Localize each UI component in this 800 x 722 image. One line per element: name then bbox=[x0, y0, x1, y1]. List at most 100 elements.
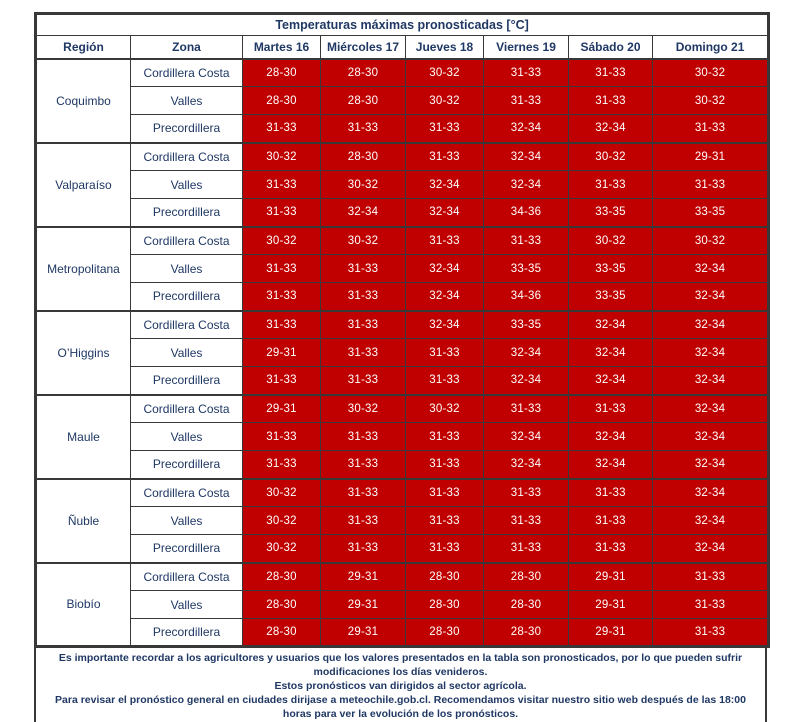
table-row: Precordillera 31-33 31-33 31-33 32-34 32-34 32… bbox=[36, 450, 770, 479]
temperature-cell: 31-33 bbox=[405, 114, 484, 143]
temperature-cell: 34-36 bbox=[483, 282, 569, 311]
zone-name: Valles bbox=[130, 338, 243, 367]
table-title-row: Temperaturas máximas pronosticadas [°C] bbox=[34, 13, 770, 36]
temperature-cell: 30-32 bbox=[242, 506, 321, 535]
temperature-cell: 32-34 bbox=[405, 198, 484, 227]
table-row: Precordillera 31-33 31-33 31-33 32-34 32-34 31… bbox=[36, 114, 770, 143]
temperature-cell: 32-34 bbox=[651, 422, 770, 451]
region-name: O’Higgins bbox=[35, 309, 131, 395]
temperature-cell: 30-32 bbox=[242, 225, 321, 255]
temperature-cell: 31-33 bbox=[320, 477, 406, 507]
temperature-cell: 30-32 bbox=[651, 86, 770, 115]
temperature-cell: 32-34 bbox=[651, 338, 770, 367]
temperature-cell: 32-34 bbox=[405, 254, 484, 283]
temperature-cell: 29-31 bbox=[320, 590, 406, 619]
temperature-cell: 31-33 bbox=[483, 57, 569, 87]
temperature-cell: 32-34 bbox=[568, 338, 653, 367]
table-row: Valles 31-33 31-33 31-33 32-34 32-34 32-34 bbox=[36, 422, 770, 451]
zone-name: Precordillera bbox=[130, 534, 243, 563]
temperature-cell: 28-30 bbox=[242, 86, 321, 115]
table-row: Valles 31-33 31-33 32-34 33-35 33-35 32-34 bbox=[36, 254, 770, 283]
temperature-cell: 31-33 bbox=[651, 618, 770, 647]
temperature-cell: 30-32 bbox=[405, 393, 484, 423]
column-header-martes: Martes 16 bbox=[242, 35, 321, 60]
zone-name: Precordillera bbox=[130, 450, 243, 479]
temperature-cell: 33-35 bbox=[568, 198, 653, 227]
temperature-cell: 31-33 bbox=[405, 477, 484, 507]
temperature-cell: 31-33 bbox=[651, 590, 770, 619]
temperature-cell: 32-34 bbox=[651, 506, 770, 535]
temperature-cell: 31-33 bbox=[242, 282, 321, 311]
temperature-cell: 28-30 bbox=[320, 86, 406, 115]
temperature-cell: 28-30 bbox=[242, 561, 321, 591]
zone-name: Cordillera Costa bbox=[130, 393, 243, 423]
temperature-cell: 32-34 bbox=[483, 366, 569, 395]
temperature-cell: 31-33 bbox=[320, 422, 406, 451]
temperature-cell: 32-34 bbox=[651, 450, 770, 479]
temperature-cell: 33-35 bbox=[483, 309, 569, 339]
table-row: Precordillera 31-33 31-33 31-33 32-34 32-34 32… bbox=[36, 366, 770, 395]
zone-name: Cordillera Costa bbox=[130, 141, 243, 171]
temperature-cell: 31-33 bbox=[405, 338, 484, 367]
temperature-cell: 31-33 bbox=[320, 254, 406, 283]
temperature-cell: 34-36 bbox=[483, 198, 569, 227]
temperature-cell: 31-33 bbox=[568, 86, 653, 115]
temperature-cell: 30-32 bbox=[405, 86, 484, 115]
temperature-cell: 32-34 bbox=[651, 309, 770, 339]
temperature-cell: 30-32 bbox=[568, 141, 653, 171]
footer-note-line: Para revisar el pronóstico general en ci… bbox=[55, 694, 746, 720]
temperature-cell: 28-30 bbox=[483, 590, 569, 619]
temperature-cell: 31-33 bbox=[405, 534, 484, 563]
zone-name: Cordillera Costa bbox=[130, 57, 243, 87]
table-row: Biobío Cordillera Costa 28-30 29-31 28-30 28-… bbox=[35, 561, 770, 647]
temperature-cell: 31-33 bbox=[320, 366, 406, 395]
forecast-table-body: Coquimbo Cordillera Costa 28-30 28-30 30-32 3… bbox=[35, 57, 770, 647]
temperature-cell: 31-33 bbox=[483, 86, 569, 115]
temperature-cell: 32-34 bbox=[483, 338, 569, 367]
column-header-zona: Zona bbox=[130, 35, 243, 60]
region-name: Biobío bbox=[35, 561, 131, 647]
temperature-cell: 29-31 bbox=[651, 141, 770, 171]
zone-name: Valles bbox=[130, 422, 243, 451]
table-row: Valles 29-31 31-33 31-33 32-34 32-34 32-34 bbox=[36, 338, 770, 367]
temperature-cell: 31-33 bbox=[242, 170, 321, 199]
column-header-domingo: Domingo 21 bbox=[651, 35, 770, 60]
temperature-cell: 32-34 bbox=[651, 254, 770, 283]
table-row: Precordillera 28-30 29-31 28-30 28-30 29-31 31… bbox=[36, 618, 770, 647]
temperature-cell: 31-33 bbox=[651, 561, 770, 591]
table-row: Precordillera 31-33 32-34 32-34 34-36 33-35 33… bbox=[36, 198, 770, 227]
table-row: Valles 30-32 31-33 31-33 31-33 31-33 32-34 bbox=[36, 506, 770, 535]
temperature-cell: 28-30 bbox=[405, 561, 484, 591]
temperature-cell: 31-33 bbox=[405, 506, 484, 535]
region-name: Metropolitana bbox=[35, 225, 131, 311]
zone-name: Cordillera Costa bbox=[130, 561, 243, 591]
temperature-cell: 29-31 bbox=[568, 618, 653, 647]
region-name: Valparaíso bbox=[35, 141, 131, 227]
zone-name: Valles bbox=[130, 86, 243, 115]
temperature-cell: 28-30 bbox=[242, 618, 321, 647]
temperature-cell: 31-33 bbox=[320, 282, 406, 311]
zone-name: Precordillera bbox=[130, 618, 243, 647]
temperature-cell: 28-30 bbox=[320, 141, 406, 171]
temperature-cell: 32-34 bbox=[651, 393, 770, 423]
page-title: Temperaturas máximas pronosticadas [°C] bbox=[34, 13, 770, 36]
temperature-cell: 32-34 bbox=[651, 282, 770, 311]
temperature-cell: 31-33 bbox=[320, 309, 406, 339]
temperature-cell: 28-30 bbox=[242, 57, 321, 87]
temperature-cell: 29-31 bbox=[320, 618, 406, 647]
temperature-cell: 31-33 bbox=[483, 506, 569, 535]
temperature-cell: 32-34 bbox=[568, 366, 653, 395]
temperature-cell: 31-33 bbox=[405, 141, 484, 171]
temperature-cell: 32-34 bbox=[483, 450, 569, 479]
temperature-cell: 30-32 bbox=[651, 57, 770, 87]
temperature-cell: 32-34 bbox=[651, 477, 770, 507]
temperature-cell: 30-32 bbox=[651, 225, 770, 255]
temperature-cell: 30-32 bbox=[568, 225, 653, 255]
temperature-cell: 31-33 bbox=[651, 170, 770, 199]
table-row: Maule Cordillera Costa 29-31 30-32 30-32 31-3… bbox=[35, 393, 770, 479]
temperature-cell: 31-33 bbox=[568, 534, 653, 563]
temperature-cell: 31-33 bbox=[483, 393, 569, 423]
temperature-cell: 29-31 bbox=[320, 561, 406, 591]
temperature-cell: 31-33 bbox=[568, 57, 653, 87]
temperature-cell: 31-33 bbox=[405, 225, 484, 255]
